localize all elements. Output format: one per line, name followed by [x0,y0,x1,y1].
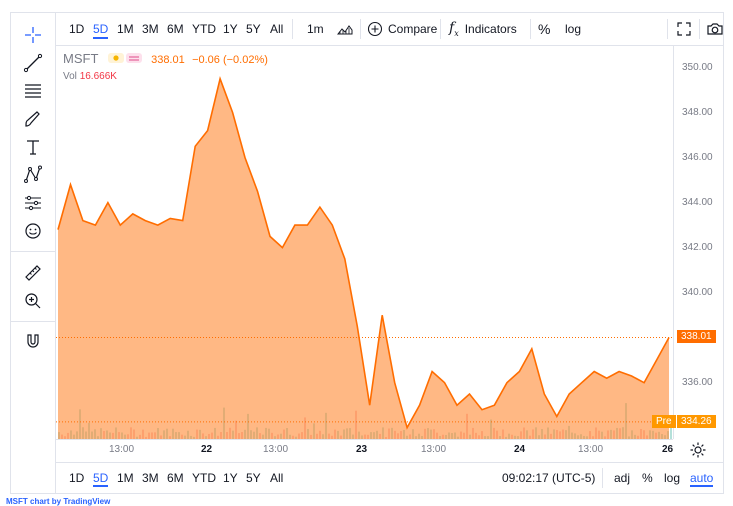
range-button-3m[interactable]: 3M [142,22,159,36]
fib-retracement-icon[interactable] [21,79,45,103]
log-scale-button[interactable]: log [664,471,681,485]
bottom-range-ytd[interactable]: YTD [192,471,216,485]
crosshair-icon[interactable] [21,23,45,47]
auto-scale-button[interactable]: auto [690,463,714,493]
toolbar-divider [360,19,361,39]
last-price-value: 338.01 [151,54,185,66]
price-line [57,76,670,430]
time-tick-label: 24 [514,444,526,455]
price-chart-plot[interactable] [56,45,673,439]
bottom-range-1d[interactable]: 1D [69,471,85,485]
volume-legend: Vol 16.666K [63,71,117,82]
timezone-clock[interactable]: 09:02:17 (UTC-5) [502,471,596,485]
toolbar-divider [292,19,293,39]
price-area [58,78,669,439]
volume-label: Vol [63,71,77,82]
fullscreen-icon[interactable] [676,13,692,45]
bottom-range-3m[interactable]: 3M [142,471,159,485]
toolbar-divider [11,321,55,322]
pre-market-price-badge: 334.26 [677,414,716,428]
chart-legend: MSFT 338.01 −0.06 (−0.02%) [63,51,268,67]
time-tick-label: 22 [201,444,213,455]
time-tick-label: 13:00 [578,444,604,455]
bottom-toolbar: 1D 5D 1M 3M 6M YTD 1Y 5Y All 09:02:17 (U… [56,462,723,493]
price-tick-label: 348.00 [682,106,713,118]
range-button-1d[interactable]: 1D [69,22,85,36]
symbol-label: MSFT [63,51,99,66]
volume-value: 16.666K [79,71,117,82]
interval-button[interactable]: 1m [307,22,324,36]
time-tick-label: 13:00 [421,444,447,455]
magnet-icon[interactable] [21,329,45,353]
attribution-link[interactable]: MSFT chart by TradingView [6,497,111,506]
indicators-button[interactable]: fx Indicators [449,13,517,45]
compare-button[interactable]: Compare [367,13,437,45]
time-axis[interactable]: 13:00 22 13:00 23 13:00 24 13:00 26 [56,439,673,463]
text-tool-icon[interactable] [21,135,45,159]
last-price-badge: 338.01 [677,330,716,344]
toolbar-divider [11,251,55,252]
range-button-1y[interactable]: 1Y [223,22,238,36]
weather-icon [107,52,142,67]
range-button-5d[interactable]: 5D [93,13,109,45]
prediction-icon[interactable] [21,191,45,215]
brush-icon[interactable] [21,107,45,131]
log-button[interactable]: log [565,22,582,36]
bottom-range-1m[interactable]: 1M [117,471,134,485]
chart-widget: 1D 5D 1M 3M 6M YTD 1Y 5Y All 1m Compare … [10,12,724,494]
ruler-icon[interactable] [21,261,45,285]
toolbar-divider [699,19,700,39]
zoom-in-icon[interactable] [21,289,45,313]
toolbar-divider [440,19,441,39]
price-tick-label: 344.00 [682,196,713,208]
chart-type-icon[interactable] [337,13,353,45]
price-scale[interactable]: 350.00 348.00 346.00 344.00 342.00 340.00 338.… [652,45,724,439]
toolbar-divider [530,19,531,39]
bottom-range-all[interactable]: All [270,471,284,485]
price-tick-label: 342.00 [682,241,713,253]
bottom-range-6m[interactable]: 6M [167,471,184,485]
emoji-icon[interactable] [21,219,45,243]
drawing-toolbar [11,13,56,493]
bottom-range-5d[interactable]: 5D [93,463,109,493]
bottom-range-1y[interactable]: 1Y [223,471,238,485]
percent-scale-button[interactable]: % [642,471,653,485]
top-toolbar: 1D 5D 1M 3M 6M YTD 1Y 5Y All 1m Compare … [56,13,723,46]
price-tick-label: 346.00 [682,151,713,163]
indicators-label: Indicators [464,22,517,36]
volume-bar [670,427,672,439]
range-button-ytd[interactable]: YTD [192,22,216,36]
pattern-icon[interactable] [21,163,45,187]
percent-button[interactable]: % [538,21,551,37]
range-button-1m[interactable]: 1M [117,22,134,36]
time-tick-label: 23 [356,444,368,455]
camera-icon[interactable] [706,13,724,45]
time-tick-label: 26 [662,444,674,455]
plus-circle-icon [367,21,383,37]
price-tick-label: 340.00 [682,286,713,298]
range-button-6m[interactable]: 6M [167,22,184,36]
price-tick-label: 350.00 [682,61,713,73]
pre-market-label: Pre [652,414,676,428]
toolbar-divider [602,468,603,488]
time-tick-label: 13:00 [263,444,289,455]
trend-line-icon[interactable] [21,51,45,75]
range-button-all[interactable]: All [270,22,284,36]
adj-button[interactable]: adj [614,471,631,485]
compare-label: Compare [388,22,438,36]
function-icon: fx [449,20,459,38]
price-change-value: −0.06 (−0.02%) [192,54,268,66]
range-button-5y[interactable]: 5Y [246,22,261,36]
time-tick-label: 13:00 [109,444,135,455]
toolbar-divider [667,19,668,39]
price-tick-label: 336.00 [682,376,713,388]
settings-gear-icon[interactable] [689,441,709,461]
bottom-range-5y[interactable]: 5Y [246,471,261,485]
